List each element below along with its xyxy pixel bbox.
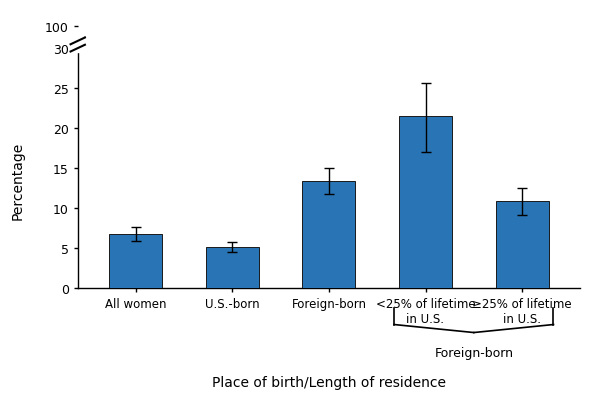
Bar [496,202,549,289]
Bar [109,307,162,327]
Bar [496,294,549,327]
Text: Foreign-born: Foreign-born [434,346,513,359]
Bar [206,311,259,327]
Bar [303,287,355,327]
Bar [399,117,452,289]
Bar [399,263,452,327]
Text: Percentage: Percentage [11,142,25,219]
Bar [206,247,259,289]
Bar [303,182,355,289]
Bar [109,234,162,289]
Text: Place of birth/Length of residence: Place of birth/Length of residence [212,375,446,389]
